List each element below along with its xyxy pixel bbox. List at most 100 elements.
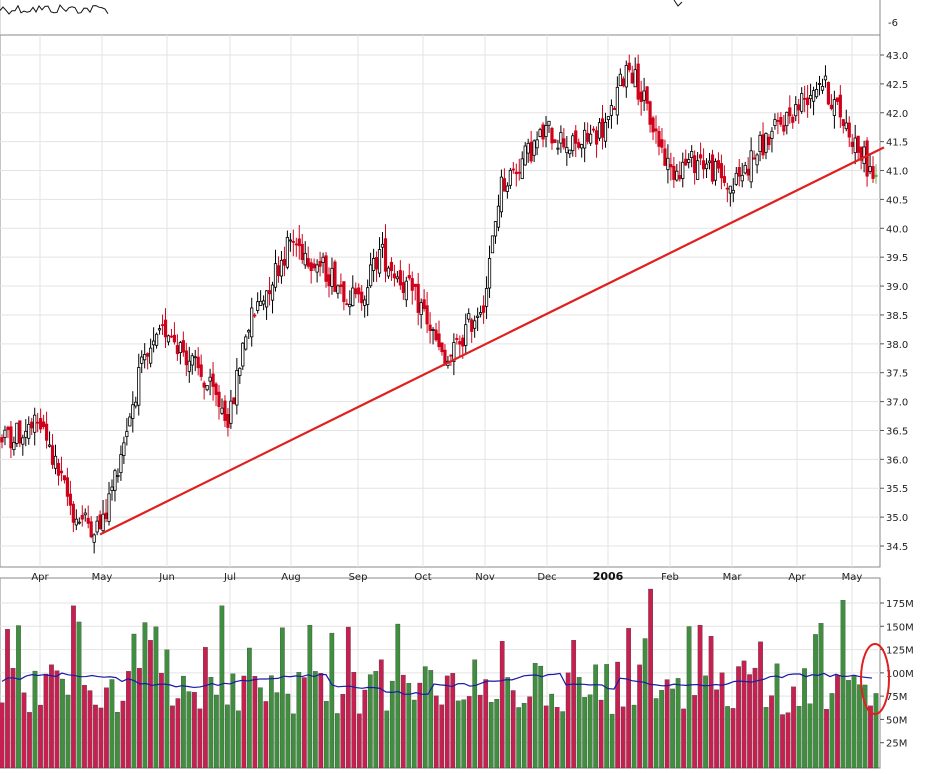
candle-body (273, 263, 278, 288)
volume-bar (571, 640, 577, 769)
volume-bar (406, 683, 412, 769)
candle-body (276, 265, 281, 277)
candle-body (253, 314, 257, 317)
candle-body (217, 391, 221, 407)
month-tick-label: Jun (158, 572, 175, 583)
candle-body (74, 518, 78, 526)
candle-body (65, 477, 70, 497)
price-tick-label: 39.5 (886, 253, 908, 264)
volume-bar (16, 625, 21, 769)
volume-bar (109, 679, 115, 769)
candle-body (401, 282, 405, 294)
candle-body (89, 521, 93, 538)
volume-bar (697, 624, 703, 769)
candle-body (660, 139, 664, 148)
price-tick-label: 38.0 (886, 340, 908, 351)
volume-bar (247, 647, 252, 769)
volume-bar (296, 672, 302, 769)
candle-body (663, 148, 667, 166)
indicator-line-right (673, 0, 683, 7)
candle-body (21, 437, 25, 445)
volume-bar (268, 675, 274, 769)
volume-bar (483, 679, 489, 769)
candle-body (199, 364, 203, 377)
volume-bar (538, 665, 544, 769)
month-tick-label: Dec (537, 572, 556, 583)
candle-body (728, 185, 732, 194)
candle-body (95, 520, 99, 533)
candle-body (633, 69, 637, 88)
candle-body (30, 421, 34, 429)
candle-body (244, 336, 248, 350)
candle-body (476, 315, 480, 318)
volume-bar (714, 689, 719, 769)
candle-body (110, 486, 114, 491)
candle-body (850, 141, 854, 147)
candle-body (211, 373, 215, 387)
candle-body (101, 513, 105, 532)
candle-body (544, 125, 548, 137)
volume-bar (747, 674, 752, 769)
volume-bar (378, 659, 384, 769)
candle-body (434, 329, 438, 341)
candle-body (312, 263, 316, 269)
candle-body (50, 445, 55, 465)
candle-body (811, 90, 816, 102)
candle-body (737, 167, 741, 177)
month-tick-label: May (842, 572, 863, 583)
volume-bar (763, 707, 769, 769)
candle-body (523, 145, 527, 166)
candle-body (749, 150, 753, 183)
candle-body (571, 135, 575, 151)
candle-body (27, 423, 31, 439)
price-tick-label: 41.0 (886, 167, 908, 178)
price-tick-label: 37.0 (886, 398, 908, 409)
volume-bar (54, 670, 60, 769)
candle-body (395, 276, 399, 280)
volume-bar (137, 668, 142, 769)
candle-body (259, 300, 263, 306)
candle-body (9, 426, 13, 449)
candle-body (360, 291, 364, 304)
candle-body (583, 129, 587, 149)
volume-bar (219, 605, 225, 769)
candle-body (339, 284, 343, 287)
candle-body (443, 349, 447, 366)
candle-body (262, 300, 266, 305)
volume-bar (389, 680, 395, 769)
candle-body (113, 470, 117, 491)
candle-body (591, 128, 596, 131)
candle-body (437, 333, 441, 348)
volume-bar (609, 713, 615, 769)
volume-bar (417, 682, 423, 769)
candle-body (526, 142, 530, 154)
candle-body (315, 264, 319, 273)
volume-bar (857, 684, 862, 769)
candle-body (374, 257, 379, 270)
candle-body (594, 130, 599, 145)
candle-body (175, 345, 179, 355)
candle-body (12, 441, 16, 450)
candle-body (229, 400, 233, 424)
volume-bar (543, 705, 549, 769)
volume-bar (472, 659, 478, 769)
volume-bar (862, 684, 868, 769)
candle-body (137, 367, 141, 406)
price-tick-label: 42.5 (886, 80, 908, 91)
candle-body (134, 401, 138, 407)
volume-bar (241, 675, 247, 769)
volume-bar (455, 700, 461, 769)
volume-bar (367, 674, 373, 769)
candle-body (782, 124, 786, 132)
volume-bar (153, 626, 159, 769)
candle-body (479, 312, 483, 315)
volume-bar (76, 621, 82, 769)
candle-body (56, 462, 61, 476)
volume-bar (835, 675, 840, 769)
candle-body (740, 174, 744, 182)
candle-body (270, 284, 275, 301)
candle-body (538, 129, 542, 137)
candle-body (193, 356, 197, 359)
candle-body (208, 376, 212, 382)
candle-body (214, 383, 218, 395)
